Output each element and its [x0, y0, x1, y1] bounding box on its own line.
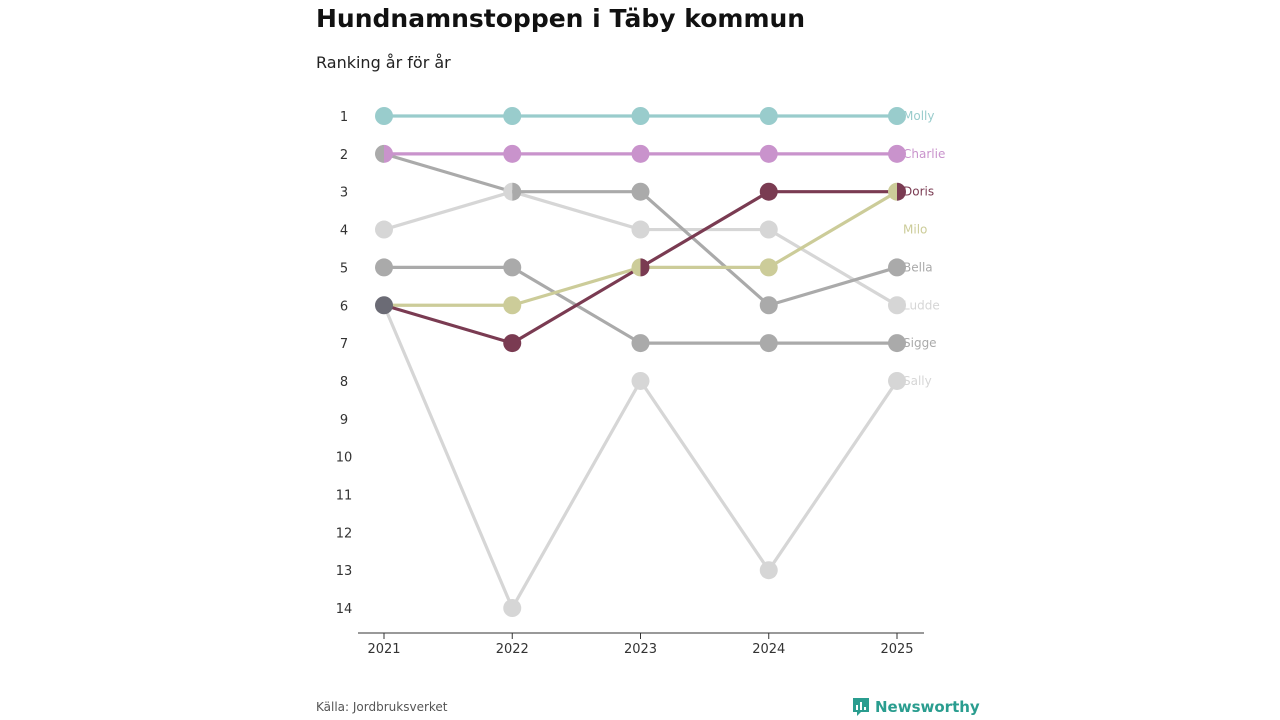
point-ludde-2023 [631, 220, 650, 239]
y-tick-4: 4 [340, 224, 348, 239]
y-tick-14: 14 [336, 602, 353, 617]
point-doris-2024 [759, 182, 778, 201]
y-tick-8: 8 [340, 375, 348, 390]
point-bella-2023 [631, 182, 650, 201]
point-sally-2023 [631, 371, 650, 390]
series-line-milo [382, 190, 899, 307]
point-charlie-2022 [503, 144, 522, 163]
point-molly-2023 [631, 107, 650, 125]
point-bella-2021 [375, 144, 384, 163]
point-sally-2022 [503, 599, 522, 618]
chart-title: Hundnamnstoppen i Täby kommun [316, 4, 806, 33]
series-line-ludde [382, 190, 899, 307]
label-ludde: Ludde [903, 298, 940, 312]
point-sally-2025 [888, 371, 906, 390]
point-ludde-2022 [503, 182, 513, 201]
y-tick-13: 13 [336, 564, 353, 579]
chart-subtitle: Ranking år för år [316, 53, 451, 72]
y-tick-7: 7 [340, 337, 348, 352]
point-milo-2022 [503, 296, 522, 315]
y-tick-11: 11 [336, 489, 353, 504]
series-points [375, 107, 906, 618]
point-doris-2023 [640, 258, 650, 277]
point-sigge-2025 [888, 334, 906, 353]
point-milo-2025 [888, 182, 897, 201]
y-tick-9: 9 [340, 413, 348, 428]
point-shared-2021-rank-6 [375, 296, 393, 315]
y-tick-3: 3 [340, 186, 348, 201]
point-ludde-2024 [759, 220, 778, 239]
x-axis-ticks: 2021 2022 2023 2024 2025 [367, 633, 914, 657]
source-note: Källa: Jordbruksverket [316, 700, 448, 714]
x-tick-2025: 2025 [880, 642, 913, 657]
x-tick-2023: 2023 [624, 642, 657, 657]
point-charlie-2021 [384, 144, 393, 163]
point-doris-2022 [503, 334, 522, 353]
label-bella: Bella [903, 260, 933, 274]
point-sigge-2024 [759, 334, 778, 353]
point-milo-2024 [759, 258, 778, 277]
point-charlie-2025 [888, 144, 906, 163]
point-bella-2025 [888, 258, 906, 277]
point-milo-2023 [631, 258, 641, 277]
y-tick-6: 6 [340, 299, 348, 314]
point-molly-2025 [888, 107, 906, 125]
point-ludde-2025 [888, 296, 906, 315]
series-end-labels: Molly Charlie Doris Milo Bella Sigge Ludde Sall… [903, 109, 945, 388]
label-charlie: Charlie [903, 147, 945, 161]
point-molly-2021 [375, 107, 393, 125]
point-bella-2022 [512, 182, 522, 201]
point-sigge-2023 [631, 334, 650, 353]
brand-logo[interactable]: Newsworthy [852, 697, 980, 717]
y-tick-12: 12 [336, 526, 353, 541]
label-milo: Milo [903, 223, 927, 237]
label-doris: Doris [903, 185, 934, 199]
bar-chart-icon [853, 698, 869, 716]
point-charlie-2024 [759, 144, 778, 163]
y-tick-10: 10 [336, 451, 353, 466]
point-doris-2025 [897, 182, 906, 201]
y-tick-1: 1 [340, 110, 348, 125]
point-ludde-2021 [375, 220, 393, 239]
point-sally-2024 [759, 561, 778, 580]
point-sigge-2022 [503, 258, 522, 277]
point-sigge-2021 [375, 258, 393, 277]
point-bella-2024 [759, 296, 778, 315]
x-tick-2022: 2022 [496, 642, 529, 657]
label-sigge: Sigge [903, 336, 937, 350]
x-tick-2024: 2024 [752, 642, 785, 657]
y-tick-5: 5 [340, 261, 348, 276]
x-tick-2021: 2021 [367, 642, 400, 657]
label-molly: Molly [903, 109, 934, 123]
brand-name: Newsworthy [875, 698, 980, 716]
y-tick-2: 2 [340, 148, 348, 163]
point-molly-2022 [503, 107, 522, 125]
point-charlie-2023 [631, 144, 650, 163]
label-sally: Sally [903, 374, 932, 388]
point-molly-2024 [759, 107, 778, 125]
